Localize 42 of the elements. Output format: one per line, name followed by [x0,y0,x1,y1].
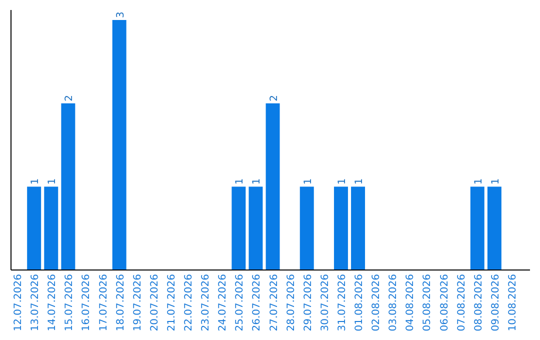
x-tick-label: 20.07.2026 [149,274,160,332]
x-tick-label: 31.07.2026 [336,274,348,332]
data-label: 1 [336,178,348,185]
x-tick-label: 23.07.2026 [200,274,212,332]
data-label: 2 [64,94,76,102]
data-label: 1 [302,178,314,185]
data-label: 1 [47,178,58,185]
data-label: 1 [490,178,502,185]
x-tick-label: 28.07.2026 [286,274,297,332]
x-tick-label: 24.07.2026 [218,274,229,332]
x-tick-label: 25.07.2026 [234,274,246,332]
x-tick-label: 21.07.2026 [166,274,178,332]
x-tick-label: 02.08.2026 [371,274,382,332]
x-tick-label: 10.08.2026 [507,274,518,332]
data-label: 1 [354,178,366,185]
x-tick-label: 26.07.2026 [252,274,263,332]
x-tick-label: 16.07.2026 [81,274,92,332]
x-tick-label: 29.07.2026 [302,274,314,332]
data-label: 1 [30,178,42,185]
data-label: 3 [115,12,126,18]
x-tick-label: 19.07.2026 [132,274,144,332]
x-tick-label: 01.08.2026 [354,274,366,332]
x-tick-label: 04.08.2026 [405,274,416,332]
x-tick-label: 08.08.2026 [473,274,484,332]
x-tick-label: 18.07.2026 [115,274,126,332]
data-label: 1 [252,178,263,185]
x-tick-label: 15.07.2026 [64,274,76,332]
data-label: 1 [473,178,484,185]
x-tick-label: 07.08.2026 [456,274,468,332]
x-tick-label: 05.08.2026 [422,274,434,332]
x-tick-label: 09.08.2026 [490,274,502,332]
data-label: 2 [268,94,280,102]
x-tick-label: 12.07.2026 [13,274,24,332]
x-tick-label: 14.07.2026 [47,274,58,332]
x-tick-label: 30.07.2026 [320,274,331,332]
x-tick-label: 03.08.2026 [388,274,400,332]
data-label: 1 [234,178,246,185]
x-tick-label: 27.07.2026 [268,274,280,332]
x-tick-label: 13.07.2026 [30,274,42,332]
x-tick-label: 17.07.2026 [98,274,110,332]
x-tick-label: 22.07.2026 [184,274,195,332]
x-tick-label: 06.08.2026 [439,274,450,332]
